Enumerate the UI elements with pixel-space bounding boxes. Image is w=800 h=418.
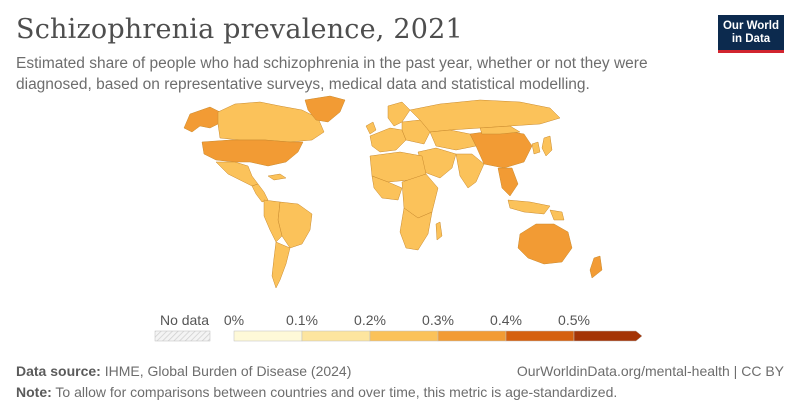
region-southern-cone[interactable] [271, 241, 291, 289]
legend-bin-5[interactable] [573, 330, 643, 342]
region-western-europe[interactable] [369, 127, 407, 153]
region-caribbean[interactable] [267, 173, 287, 181]
region-central-asia[interactable] [429, 129, 477, 151]
legend-bin-4[interactable] [505, 330, 575, 342]
region-mexico[interactable] [215, 161, 259, 187]
region-korea[interactable] [531, 141, 541, 155]
region-papua[interactable] [549, 209, 565, 221]
region-japan[interactable] [541, 135, 553, 157]
chart-subtitle: Estimated share of people who had schizo… [16, 55, 648, 93]
region-southeast-asia[interactable] [497, 167, 519, 197]
legend-bin-1[interactable] [301, 330, 371, 342]
legend-bin-0[interactable] [233, 330, 303, 342]
chart-title: Schizophrenia prevalence, 2021 [16, 14, 463, 45]
region-madagascar[interactable] [435, 221, 443, 241]
legend-bin-2[interactable] [369, 330, 439, 342]
legend-tick-4: 0.4% [490, 312, 522, 328]
world-map[interactable] [140, 92, 660, 302]
logo-line-1: Our World [722, 20, 779, 32]
region-south-asia[interactable] [455, 153, 485, 189]
owid-logo[interactable]: Our World in Data [718, 15, 784, 53]
region-australia[interactable] [517, 223, 573, 265]
legend-tick-2: 0.2% [354, 312, 386, 328]
region-west-africa[interactable] [371, 175, 403, 201]
region-southern-africa[interactable] [399, 207, 433, 251]
region-russia[interactable] [409, 99, 561, 133]
region-andes[interactable] [263, 199, 283, 243]
footnote: Note: To allow for comparisons between c… [16, 384, 617, 400]
region-mongolia[interactable] [479, 125, 521, 135]
region-central-america[interactable] [251, 183, 269, 203]
data-source: Data source: IHME, Global Burden of Dise… [16, 363, 351, 379]
region-brazil[interactable] [277, 201, 313, 249]
region-greenland[interactable] [304, 95, 346, 123]
source-url[interactable]: OurWorldinData.org/mental-health | CC BY [516, 363, 784, 379]
no-data-swatch [154, 330, 211, 342]
region-uk-ireland[interactable] [365, 121, 377, 135]
color-legend: No data 0% 0.1% 0.2% 0.3% 0.4% 0.5% [154, 312, 643, 342]
region-maritime-asia[interactable] [507, 199, 551, 215]
legend-tick-5: 0.5% [558, 312, 590, 328]
legend-tick-1: 0.1% [286, 312, 318, 328]
legend-tick-0: 0% [224, 312, 244, 328]
region-new-zealand[interactable] [589, 255, 603, 279]
legend-bin-3[interactable] [437, 330, 507, 342]
region-canada[interactable] [217, 101, 325, 143]
note-label: Note: [16, 384, 52, 400]
logo-line-2: in Data [731, 33, 771, 45]
note-text: To allow for comparisons between countri… [55, 384, 618, 400]
region-usa[interactable] [201, 139, 304, 167]
region-alaska[interactable] [183, 106, 221, 133]
legend-tick-3: 0.3% [422, 312, 454, 328]
data-source-label: Data source: [16, 363, 101, 379]
data-source-text: IHME, Global Burden of Disease (2024) [104, 363, 352, 379]
no-data-label: No data [160, 312, 209, 328]
